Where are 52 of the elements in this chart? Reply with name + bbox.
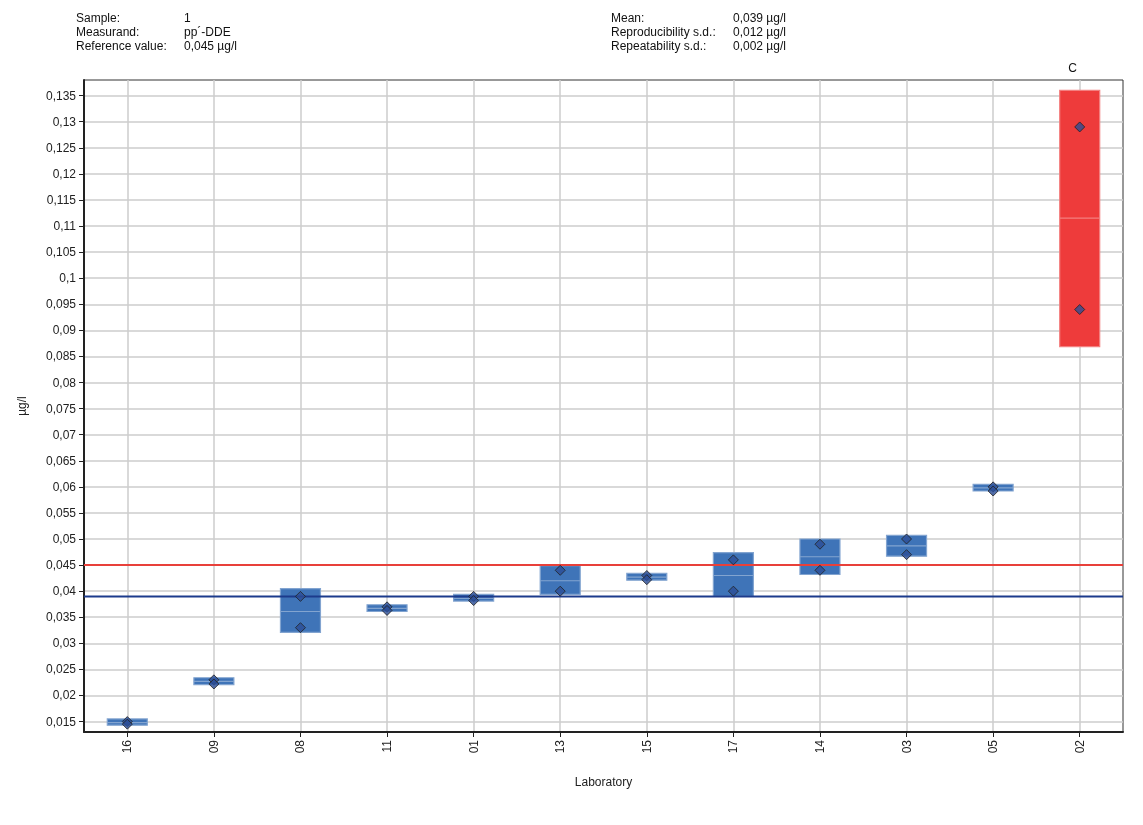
text: Repeatability s.d.: (611, 39, 707, 53)
y-tick-label: 0,045 (45, 558, 77, 573)
x-tick-label: 09 (206, 739, 221, 754)
y-tick-label: 0,08 (52, 375, 77, 390)
x-axis-title: Laboratory (574, 775, 633, 789)
x-tick-label: 14 (812, 739, 827, 754)
y-axis-title: µg/l (15, 396, 29, 416)
x-tick-label: 13 (553, 739, 568, 754)
x-tick-label: 02 (1072, 739, 1087, 754)
y-tick-label: 0,125 (45, 140, 77, 155)
text: 1 (184, 11, 191, 25)
y-tick-label: 0,13 (52, 114, 77, 129)
y-tick-label: 0,03 (52, 636, 77, 651)
y-tick-label: 0,055 (45, 505, 77, 520)
text: Measurand: (76, 25, 140, 39)
y-tick-label: 0,105 (45, 245, 77, 260)
y-tick-label: 0,025 (45, 662, 77, 677)
y-tick-label: 0,015 (45, 714, 77, 729)
y-tick-label: 0,07 (52, 427, 77, 442)
y-tick-label: 0,09 (52, 323, 77, 338)
y-tick-label: 0,12 (52, 166, 77, 181)
x-tick-label: 03 (899, 739, 914, 754)
y-tick-label: 0,04 (52, 584, 77, 599)
y-tick-label: 0,095 (45, 297, 77, 312)
y-tick-label: 0,1 (59, 271, 77, 286)
y-tick-label: 0,075 (45, 401, 77, 416)
x-tick-label: 11 (380, 739, 395, 753)
x-tick-label: 05 (986, 739, 1001, 754)
text: C (1068, 61, 1078, 75)
x-tick-label: 16 (120, 739, 135, 754)
y-tick-label: 0,115 (46, 192, 77, 207)
x-tick-label: 08 (293, 739, 308, 754)
y-tick-label: 0,02 (52, 688, 77, 703)
text: 0,039 µg/l (733, 11, 786, 25)
y-tick-label: 0,135 (45, 88, 77, 103)
y-tick-label: 0,035 (45, 610, 77, 625)
text: pp´-DDE (184, 25, 231, 39)
x-tick-label: 01 (466, 739, 481, 754)
text: Sample: (76, 11, 121, 25)
text: 0,012 µg/l (733, 25, 786, 39)
text: Reproducibility s.d.: (611, 25, 716, 39)
text: Reference value: (76, 39, 167, 53)
text: Mean: (611, 11, 645, 25)
y-tick-label: 0,05 (52, 532, 77, 547)
y-tick-label: 0,065 (45, 453, 77, 468)
x-tick-label: 15 (639, 739, 654, 754)
x-tick-label: 17 (726, 739, 741, 754)
y-tick-label: 0,06 (52, 479, 77, 494)
text: 0,045 µg/l (184, 39, 237, 53)
y-tick-label: 0,085 (45, 349, 77, 364)
text: 0,002 µg/l (733, 39, 786, 53)
y-tick-label: 0,11 (53, 219, 77, 234)
